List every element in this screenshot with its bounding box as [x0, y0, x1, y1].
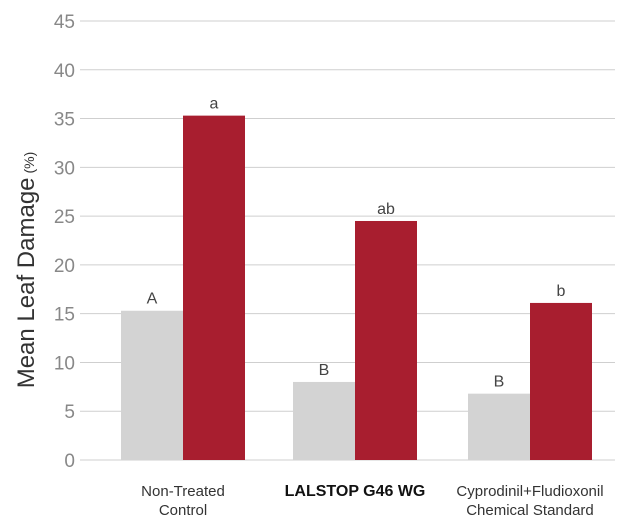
category-label: Chemical Standard [466, 502, 594, 519]
y-tick-label: 5 [64, 402, 75, 423]
y-axis-label-unit: (%) [21, 152, 37, 174]
y-tick-label: 0 [64, 451, 75, 472]
y-tick-label: 30 [54, 158, 75, 179]
bar-series1-3 [468, 393, 530, 460]
y-tick-label: 15 [54, 305, 75, 326]
bar-series1-1 [121, 310, 183, 460]
bar-series2-1 [183, 115, 245, 460]
bar-value-labels: A B Ba ab b [147, 96, 566, 391]
bar-series2-3 [530, 302, 592, 460]
category-label: Non-Treated [141, 483, 225, 500]
bar-significance-label: B [494, 374, 505, 391]
category-label: Cyprodinil+Fludioxonil [456, 483, 603, 500]
bar-significance-label: b [557, 283, 566, 300]
bar-significance-label: B [319, 362, 330, 379]
y-tick-label: 45 [54, 12, 75, 33]
bar-series1-2 [293, 381, 355, 460]
y-axis-label-text: Mean Leaf Damage [13, 177, 40, 388]
bar-significance-label: a [210, 96, 219, 113]
y-tick-label: 10 [54, 353, 75, 374]
y-axis-label: Mean Leaf Damage (%) [13, 152, 40, 389]
y-tick-label: 35 [54, 110, 75, 131]
bar-series2-2 [355, 220, 417, 460]
y-tick-label: 40 [54, 61, 75, 82]
y-axis-ticks: 0 5 10 15 20 25 30 35 40 45 [54, 12, 75, 472]
y-tick-label: 20 [54, 256, 75, 277]
category-labels: Non-Treated Control LALSTOP G46 WG Cyprodin… [141, 483, 603, 519]
bar-significance-label: A [147, 291, 158, 308]
category-label: Control [159, 502, 207, 519]
category-label: LALSTOP G46 WG [285, 483, 426, 500]
bar-significance-label: ab [377, 201, 395, 218]
bars [121, 115, 592, 460]
y-tick-label: 25 [54, 207, 75, 228]
